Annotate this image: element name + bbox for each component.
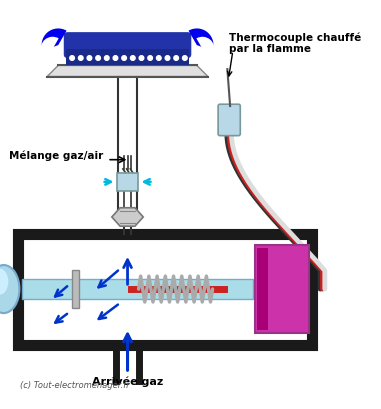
Circle shape (157, 56, 161, 61)
Wedge shape (189, 29, 213, 51)
Wedge shape (41, 37, 59, 53)
Bar (257, 248, 268, 330)
Circle shape (139, 56, 144, 61)
Polygon shape (112, 208, 143, 226)
Circle shape (70, 56, 74, 61)
Circle shape (113, 56, 118, 61)
Bar (19, 234, 312, 344)
Bar (72, 270, 78, 308)
Circle shape (122, 56, 126, 61)
Circle shape (148, 56, 152, 61)
Bar (117, 173, 138, 191)
Ellipse shape (0, 269, 8, 294)
Bar (66, 49, 189, 65)
Circle shape (104, 56, 109, 61)
Text: Thermocouple chauffé
par la flamme: Thermocouple chauffé par la flamme (229, 32, 362, 54)
Circle shape (130, 56, 135, 61)
Circle shape (87, 56, 92, 61)
Circle shape (174, 56, 178, 61)
Ellipse shape (0, 265, 19, 313)
Text: Mélange gaz/air: Mélange gaz/air (9, 151, 104, 161)
Bar (22, 279, 253, 299)
Wedge shape (42, 29, 67, 51)
Circle shape (78, 56, 83, 61)
FancyBboxPatch shape (218, 104, 240, 136)
Text: Arrivée gaz: Arrivée gaz (92, 377, 163, 387)
Circle shape (165, 56, 170, 61)
Bar (255, 245, 309, 333)
FancyBboxPatch shape (64, 32, 191, 58)
Text: (c) Tout-electromenager.fr: (c) Tout-electromenager.fr (20, 381, 130, 390)
Circle shape (96, 56, 101, 61)
Wedge shape (196, 37, 215, 53)
Circle shape (182, 56, 187, 61)
Polygon shape (47, 65, 208, 76)
